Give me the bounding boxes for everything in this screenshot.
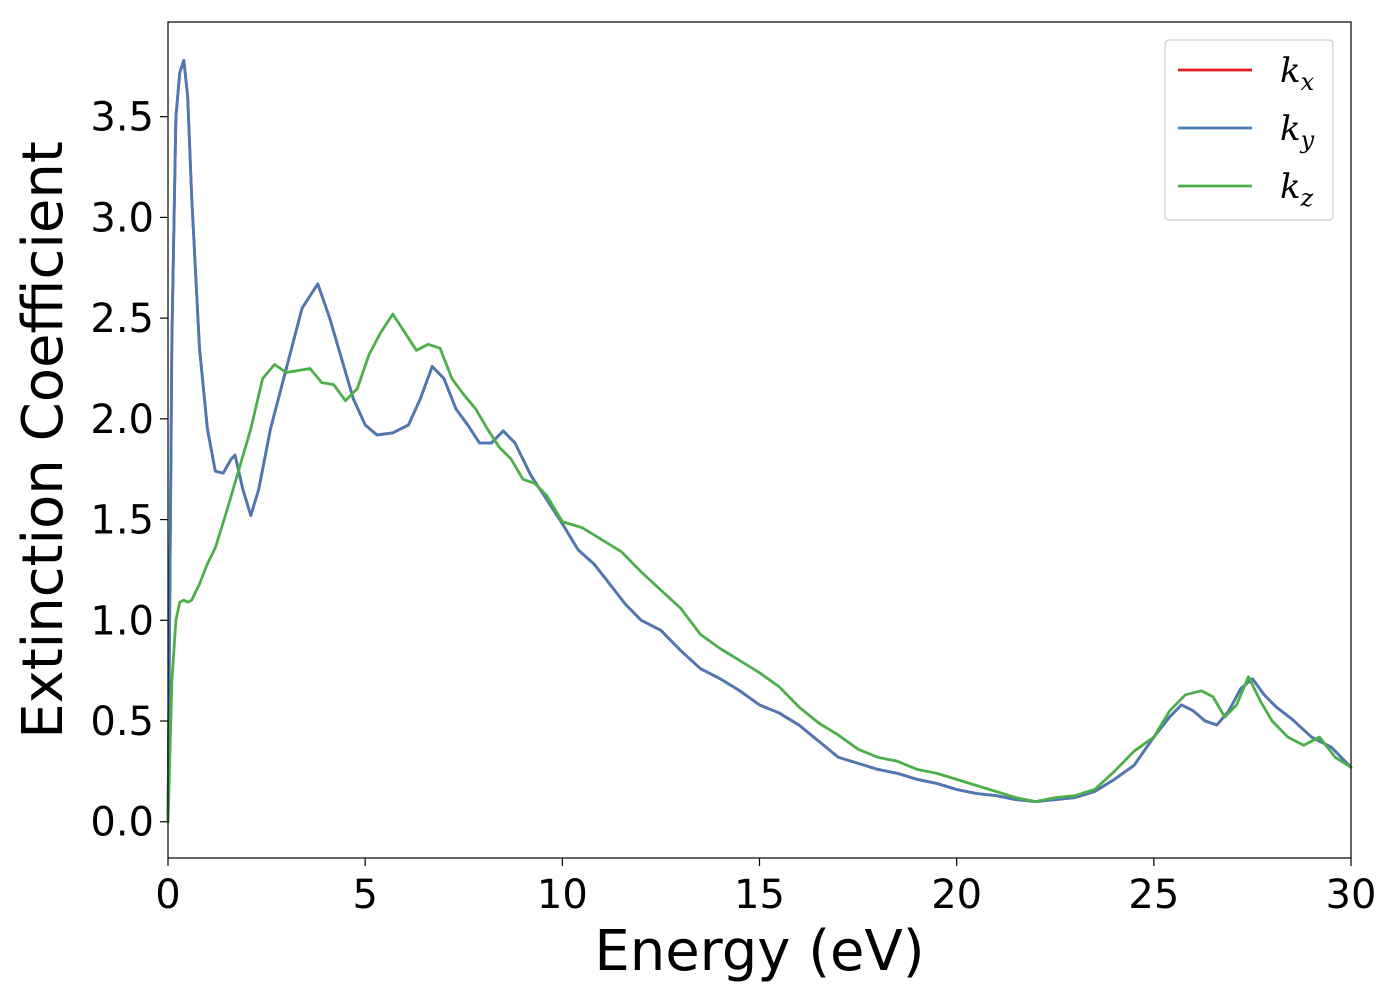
series-line-z [166, 312, 1353, 824]
y-tick-label: 1.5 [90, 498, 154, 544]
x-tick-label: 0 [155, 872, 180, 918]
y-tick-label: 1.0 [90, 598, 154, 644]
y-tick-label: 3.0 [90, 195, 154, 241]
x-axis: 0 5 10 15 20 25 30 [155, 858, 1376, 918]
y-tick-label: 2.0 [90, 397, 154, 443]
legend-label-z: kz [1280, 167, 1314, 212]
legend-box [1164, 39, 1334, 221]
y-tick-label: 2.5 [90, 296, 154, 342]
x-tick-label: 5 [352, 872, 377, 918]
x-tick-label: 30 [1326, 872, 1377, 918]
series-layer [166, 58, 1353, 824]
legend-items: kx ky kz [1178, 51, 1315, 212]
x-tick-label: 20 [931, 872, 982, 918]
y-axis-label: Extinction Coefficient [11, 141, 76, 739]
legend: kx ky kz [1164, 39, 1334, 221]
y-tick-label: 3.5 [90, 95, 154, 141]
plot-background [168, 22, 1351, 858]
y-tick-label: 0.5 [90, 699, 154, 745]
y-tick-label: 0.0 [90, 800, 154, 846]
y-axis: 0.0 0.5 1.0 1.5 2.0 2.5 3.0 3.5 [90, 95, 168, 846]
x-tick-label: 10 [537, 872, 588, 918]
x-tick-label: 25 [1128, 872, 1179, 918]
legend-label-x: kx [1280, 51, 1315, 96]
x-axis-label: Energy (eV) [594, 919, 924, 984]
legend-label-y: ky [1280, 109, 1315, 154]
x-tick-label: 15 [734, 872, 785, 918]
